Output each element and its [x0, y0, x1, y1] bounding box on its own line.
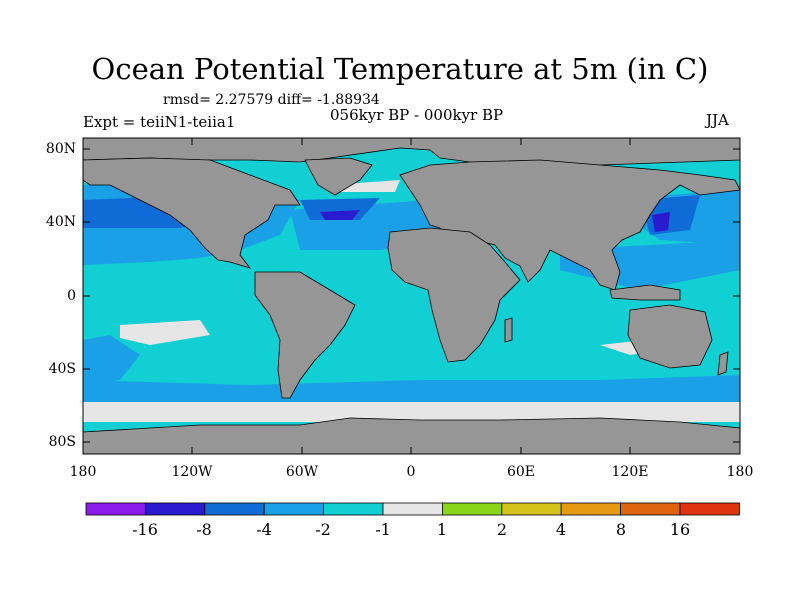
colorbar-swatch — [560, 502, 622, 516]
period-label: 056kyr BP - 000kyr BP — [330, 106, 504, 124]
colorbar-label: 16 — [669, 520, 691, 539]
y-label-40n: 40N — [45, 214, 76, 230]
ocean-neutral-zones — [83, 180, 740, 422]
colorbar-label: 1 — [436, 520, 448, 539]
x-label-180e: 180 — [726, 464, 754, 480]
y-label-0: 0 — [67, 288, 76, 304]
y-axis-ticks — [83, 148, 740, 443]
y-label-80s: 80S — [48, 434, 76, 450]
colorbar-label: -1 — [375, 520, 391, 539]
x-label-180w: 180 — [69, 464, 97, 480]
colorbar-label: -4 — [256, 520, 272, 539]
colorbar-swatch — [85, 502, 146, 516]
experiment-label: Expt = teiiN1-teiia1 — [83, 113, 236, 131]
y-label-40s: 40S — [48, 361, 76, 377]
land-masses — [82, 137, 741, 455]
colorbar-swatch — [441, 502, 503, 516]
colorbar-label: 4 — [555, 520, 567, 539]
map-title: Ocean Potential Temperature at 5m (in C) — [91, 52, 709, 86]
colorbar — [85, 502, 740, 516]
x-label-60w: 60W — [285, 464, 319, 480]
y-label-80n: 80N — [45, 141, 76, 157]
colorbar-swatch — [382, 502, 443, 516]
colorbar-label: -16 — [132, 520, 158, 539]
colorbar-swatch — [323, 502, 384, 516]
colorbar-label: -2 — [315, 520, 331, 539]
colorbar-swatch — [204, 502, 265, 516]
colorbar-swatch — [144, 502, 206, 516]
x-label-120e: 120E — [611, 464, 649, 480]
colorbar-label: 8 — [615, 520, 627, 539]
colorbar-label: -8 — [196, 520, 212, 539]
x-label-120w: 120W — [171, 464, 213, 480]
x-label-60e: 60E — [506, 464, 536, 480]
x-label-0: 0 — [406, 464, 416, 480]
colorbar-label: 2 — [496, 520, 508, 539]
colorbar-swatch — [501, 502, 562, 516]
colorbar-swatch — [679, 502, 740, 516]
colorbar-swatch — [263, 502, 325, 516]
stats-label: rmsd= 2.27579 diff= -1.88934 — [163, 92, 380, 108]
season-label: JJA — [706, 111, 729, 129]
colorbar-swatch — [620, 502, 681, 516]
x-axis-ticks — [82, 138, 741, 454]
